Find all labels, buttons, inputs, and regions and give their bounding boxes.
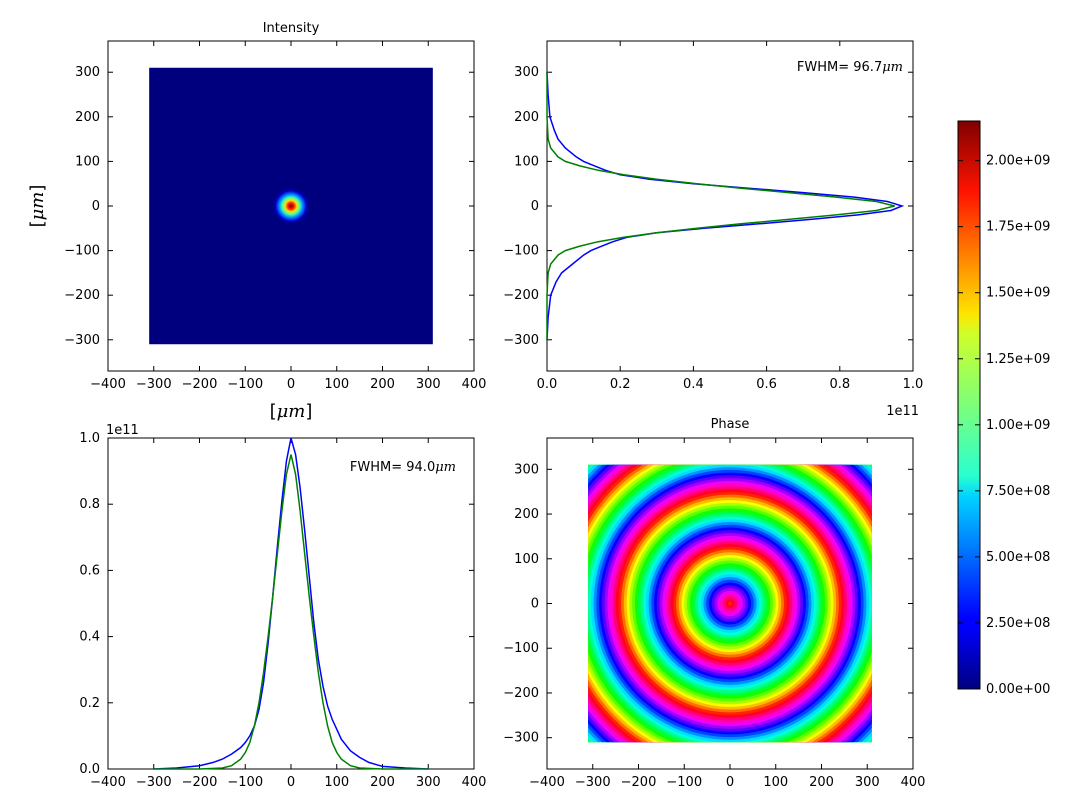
y-tick-label: 100 — [514, 552, 539, 567]
y-tick-label: −300 — [64, 333, 100, 348]
y-tick-label: 0 — [531, 199, 539, 214]
intensity-heatmap-panel: −400 −300 −200 −100 0 100 200 300 400 −300 −200 −10… — [27, 21, 486, 422]
y-tick-label: 0 — [531, 597, 539, 612]
colorbar-tick-label: 5.00e+08 — [986, 550, 1050, 565]
fwhm-annotation: FWHM= 94.0μm — [350, 460, 456, 475]
y-tick-label: −200 — [64, 288, 100, 303]
x-tick-label: 300 — [416, 775, 441, 790]
y-tick-label: 0.6 — [79, 563, 100, 578]
profile-series-line — [546, 72, 905, 340]
x-tick-label: −300 — [136, 775, 172, 790]
x-tick-label: 200 — [370, 377, 395, 392]
x-tick-label: −200 — [182, 775, 218, 790]
y-tick-label: 0.8 — [79, 497, 100, 512]
x-tick-label: 400 — [462, 377, 487, 392]
colorbar-tick-label: 2.00e+09 — [986, 154, 1050, 169]
x-tick-label: 400 — [901, 775, 926, 790]
y-tick-label: 200 — [514, 507, 539, 522]
profile-series-line — [153, 454, 429, 770]
x-tick-label: 0 — [726, 775, 734, 790]
profile-series-line — [153, 437, 429, 770]
colorbar: 0.00e+00 2.50e+08 5.00e+08 7.50e+08 1.00e+09… — [957, 120, 1050, 697]
y-tick-label: 300 — [514, 65, 539, 80]
colorbar-tick-label: 1.50e+09 — [986, 286, 1050, 301]
y-tick-label: 100 — [514, 154, 539, 169]
x-tick-label: −400 — [90, 377, 126, 392]
intensity-peak-spot — [272, 188, 310, 224]
plot-frame — [107, 437, 475, 770]
phase-ring — [728, 601, 732, 606]
x-tick-label: 0.2 — [610, 377, 631, 392]
y-tick-label: 300 — [514, 462, 539, 477]
y-tick-label: 0.2 — [79, 696, 100, 711]
x-tick-label: 1.0 — [903, 377, 924, 392]
profile-series-line — [546, 72, 895, 340]
phase-heatmap-panel: −400 −300 −200 −100 0 100 200 300 400 −300 −200 −10… — [503, 417, 926, 790]
intensity-x-axis-label: [μm] — [270, 401, 313, 422]
y-tick-label: −100 — [503, 244, 539, 259]
x-tick-label: 300 — [855, 775, 880, 790]
y-tick-label: −200 — [503, 686, 539, 701]
x-tick-label: 100 — [324, 775, 349, 790]
y-tick-label: −300 — [503, 731, 539, 746]
y-tick-label: 200 — [75, 110, 100, 125]
x-tick-label: 0.6 — [756, 377, 777, 392]
y-offset-label: 1e11 — [106, 423, 139, 438]
x-tick-label: 400 — [462, 775, 487, 790]
x-tick-label: −300 — [136, 377, 172, 392]
y-tick-label: −100 — [64, 244, 100, 259]
y-tick-label: 0.0 — [79, 762, 100, 777]
x-tick-label: 0.0 — [537, 377, 558, 392]
colorbar-tick-label: 0.00e+00 — [986, 682, 1050, 697]
colorbar-tick-label: 7.50e+08 — [986, 484, 1050, 499]
y-tick-label: −100 — [503, 641, 539, 656]
vertical-profile-panel: 0.0 0.2 0.4 0.6 0.8 1.0 −300 −200 −100 0 100 200 300… — [503, 40, 924, 419]
x-tick-label: 0 — [287, 377, 295, 392]
colorbar-tick-label: 2.50e+08 — [986, 616, 1050, 631]
x-tick-label: 300 — [416, 377, 441, 392]
y-tick-label: −300 — [503, 333, 539, 348]
horizontal-profile-panel: −400 −300 −200 −100 0 100 200 300 400 0.0 0.2 0.4 0.… — [79, 423, 486, 790]
colorbar-tick-label: 1.00e+09 — [986, 418, 1050, 433]
y-tick-label: 300 — [75, 65, 100, 80]
x-offset-label: 1e11 — [886, 404, 919, 419]
colorbar-tick-label: 1.25e+09 — [986, 352, 1050, 367]
intensity-y-axis-label: [μm] — [27, 185, 48, 228]
intensity-title: Intensity — [263, 21, 320, 36]
x-tick-label: 200 — [809, 775, 834, 790]
y-tick-label: 1.0 — [79, 431, 100, 446]
plot-frame — [546, 40, 914, 372]
x-tick-label: −200 — [182, 377, 218, 392]
colorbar-tick-label: 1.75e+09 — [986, 220, 1050, 235]
y-tick-label: 0.4 — [79, 630, 100, 645]
x-tick-label: 200 — [370, 775, 395, 790]
x-tick-label: 0.4 — [683, 377, 704, 392]
y-tick-label: 100 — [75, 154, 100, 169]
x-tick-label: −100 — [227, 377, 263, 392]
y-tick-label: 200 — [514, 110, 539, 125]
y-tick-label: 0 — [92, 199, 100, 214]
x-tick-label: 100 — [324, 377, 349, 392]
x-tick-label: −100 — [227, 775, 263, 790]
x-tick-label: 0 — [287, 775, 295, 790]
phase-title: Phase — [711, 417, 750, 432]
x-tick-label: 0.8 — [829, 377, 850, 392]
x-tick-label: −400 — [529, 775, 565, 790]
colorbar-gradient — [957, 120, 981, 690]
x-tick-label: −200 — [621, 775, 657, 790]
phase-image — [588, 464, 872, 743]
x-tick-label: 100 — [763, 775, 788, 790]
y-tick-label: −200 — [503, 288, 539, 303]
fwhm-annotation: FWHM= 96.7μm — [797, 60, 903, 75]
x-tick-label: −400 — [90, 775, 126, 790]
x-tick-label: −100 — [666, 775, 702, 790]
x-tick-label: −300 — [575, 775, 611, 790]
